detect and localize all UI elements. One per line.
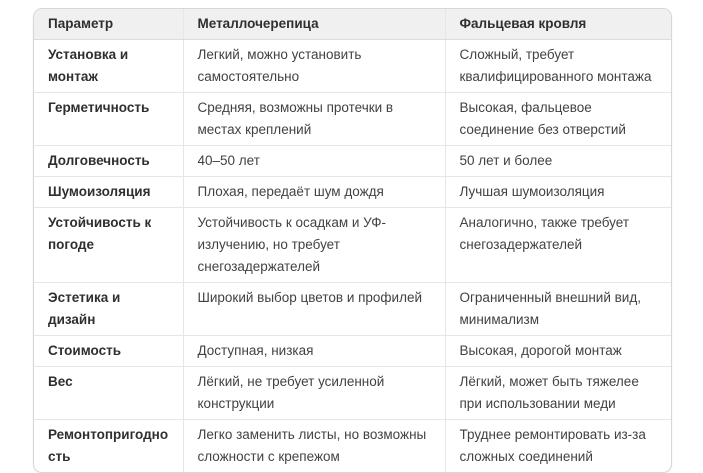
- parameter-cell: Долговечность: [34, 145, 184, 177]
- table-row: Устойчивость к погоде Устойчивость к осад…: [34, 207, 671, 283]
- column-header-seam-roof: Фальцевая кровля: [445, 9, 671, 40]
- parameter-cell: Герметичность: [34, 92, 184, 146]
- column-header-metal-tile: Металлочерепица: [183, 9, 446, 40]
- table-row: Шумоизоляция Плохая, передаёт шум дождя Лу…: [34, 176, 671, 208]
- parameter-cell: Ремонтопригодность: [34, 419, 184, 472]
- metal-tile-cell: 40–50 лет: [183, 145, 446, 177]
- parameter-cell: Вес: [34, 366, 184, 420]
- seam-roof-cell: Лёгкий, может быть тяжелее при использов…: [445, 366, 671, 420]
- table-row: Стоимость Доступная, низкая Высокая, дорог…: [34, 335, 671, 367]
- parameter-cell: Шумоизоляция: [34, 176, 184, 208]
- seam-roof-cell: Сложный, требует квалифицированного монт…: [445, 39, 671, 93]
- parameter-cell: Стоимость: [34, 335, 184, 367]
- parameter-cell: Устойчивость к погоде: [34, 207, 184, 283]
- metal-tile-cell: Средняя, возможны протечки в местах креп…: [183, 92, 446, 146]
- comparison-table: Параметр Металлочерепица Фальцевая кровл…: [34, 9, 671, 472]
- seam-roof-cell: Труднее ремонтировать из-за сложных соед…: [459, 427, 646, 464]
- seam-roof-cell: Высокая, дорогой монтаж: [445, 335, 671, 367]
- table-row: Эстетика и дизайн Широкий выбор цветов и …: [34, 282, 671, 336]
- metal-tile-cell: Лёгкий, не требует усиленной конструкции: [183, 366, 446, 420]
- table-row: Установка и монтаж Легкий, можно установи…: [34, 39, 671, 93]
- parameter-cell: Эстетика и дизайн: [34, 282, 184, 336]
- parameter-cell: Установка и монтаж: [34, 39, 184, 93]
- seam-roof-cell: Аналогично, также требует снегозадержате…: [445, 207, 671, 283]
- comparison-table-container: Параметр Металлочерепица Фальцевая кровл…: [33, 8, 672, 473]
- metal-tile-cell: Доступная, низкая: [183, 335, 446, 367]
- seam-roof-cell: Ограниченный внешний вид, минимализм: [445, 282, 671, 336]
- table-row: Долговечность 40–50 лет 50 лет и более: [34, 145, 671, 177]
- seam-roof-cell: Высокая, фальцевое соединение без отверс…: [445, 92, 671, 146]
- metal-tile-cell: Широкий выбор цветов и профилей: [183, 282, 446, 336]
- table-body: Установка и монтаж Легкий, можно установи…: [34, 39, 671, 472]
- table-row: Ремонтопригодность Легко заменить листы, …: [34, 419, 671, 472]
- header-row: Параметр Металлочерепица Фальцевая кровл…: [34, 9, 671, 40]
- metal-tile-cell: Плохая, передаёт шум дождя: [183, 176, 446, 208]
- metal-tile-cell: Легко заменить листы, но возможны сложно…: [183, 419, 446, 472]
- table-row: Герметичность Средняя, возможны протечки …: [34, 92, 671, 146]
- seam-roof-cell: Лучшая шумоизоляция: [445, 176, 671, 208]
- table-header: Параметр Металлочерепица Фальцевая кровл…: [34, 9, 671, 40]
- seam-roof-cell: 50 лет и более: [445, 145, 671, 177]
- metal-tile-cell: Легкий, можно установить самостоятельно: [183, 39, 446, 93]
- metal-tile-cell: Устойчивость к осадкам и УФ-излучению, н…: [183, 207, 446, 283]
- table-row: Вес Лёгкий, не требует усиленной конструк…: [34, 366, 671, 420]
- column-header-parameter: Параметр: [34, 9, 184, 40]
